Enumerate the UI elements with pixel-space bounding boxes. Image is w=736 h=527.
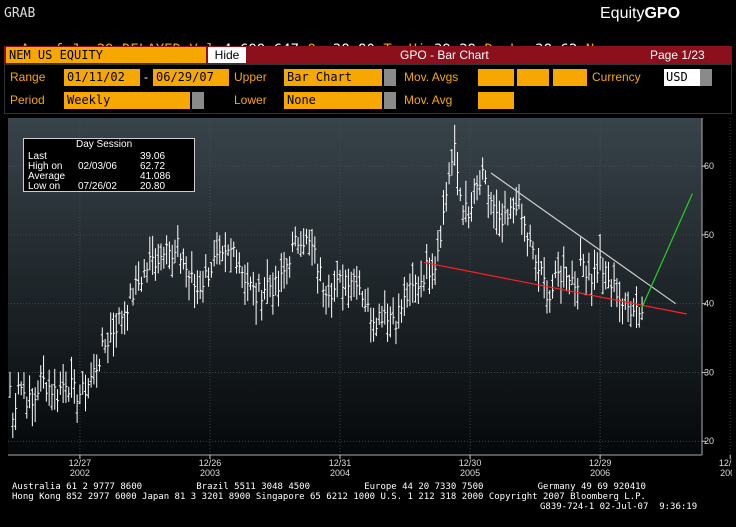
x-tick-year: 2005 [460, 468, 480, 478]
currency-dropdown-toggle[interactable] [700, 69, 712, 86]
session-row-value: 39.06 [140, 151, 166, 162]
movavg-field-3[interactable] [553, 69, 587, 86]
y-tick-label: 40 [704, 299, 714, 309]
session-row-date: 07/26/02 [78, 181, 117, 192]
currency-label: Currency [592, 70, 641, 84]
ticker-label: GRAB [4, 6, 36, 21]
session-row-value: 62.72 [140, 161, 166, 172]
currency-select[interactable]: USD [664, 69, 700, 86]
session-row-value: 41.086 [140, 171, 171, 182]
brand-logo: EquityGPO [600, 5, 680, 23]
movavgs-label: Mov. Avgs [404, 70, 459, 84]
session-row-label: Average [28, 171, 66, 182]
session-row-label: Last [28, 151, 47, 162]
lower-select[interactable]: None [284, 92, 382, 109]
range-separator: - [144, 70, 148, 84]
upper-select[interactable]: Bar Chart [284, 69, 382, 86]
session-title: Day Session [76, 139, 133, 150]
x-tick-year: 2002 [70, 468, 90, 478]
lower-label: Lower [234, 93, 267, 107]
x-tick-label: 12/28 [719, 458, 732, 468]
range-start-field[interactable]: 01/11/02 [64, 69, 140, 86]
y-tick-label: 60 [704, 161, 714, 171]
x-tick-year: 2003 [200, 468, 220, 478]
period-dropdown-toggle[interactable] [192, 92, 204, 109]
x-tick-label: 12/31 [329, 458, 352, 468]
upper-dropdown-toggle[interactable] [384, 69, 396, 86]
page-indicator: Page 1/23 [650, 48, 705, 62]
trendline-breakout-projection [641, 193, 693, 308]
screen-title: GPO - Bar Chart [400, 48, 489, 62]
trendline-upper-resistance [490, 172, 676, 305]
movavg-label: Mov. Avg [404, 93, 453, 107]
x-tick-label: 12/26 [199, 458, 222, 468]
movavg-field-1[interactable] [478, 69, 514, 86]
period-select[interactable]: Weekly [64, 92, 190, 109]
y-axis: 60 50 40 30 20 [701, 118, 714, 455]
range-label: Range [10, 70, 46, 84]
upper-label: Upper [234, 70, 267, 84]
x-tick-year: 2004 [330, 468, 350, 478]
hide-button[interactable]: Hide [208, 47, 246, 63]
x-tick-label: 12/27 [69, 458, 92, 468]
session-row-value: 20.80 [140, 181, 166, 192]
brand-text-bold: GPO [644, 5, 681, 22]
movavg-field-2[interactable] [517, 69, 549, 86]
footer-contacts-1: Australia 61 2 9777 8600 Brazil 5511 304… [12, 482, 646, 492]
footer-contacts-2: Hong Kong 852 2977 6000 Japan 81 3 3201 … [12, 492, 646, 502]
session-row-label: High on [28, 161, 63, 172]
y-tick-label: 30 [704, 367, 714, 377]
gridlines [8, 118, 731, 455]
x-tick-label: 12/29 [589, 458, 612, 468]
session-row-label: Low on [28, 181, 61, 192]
x-tick-label: 12/30 [459, 458, 482, 468]
range-end-field[interactable]: 06/29/07 [153, 69, 229, 86]
footer-timestamp: G839-724-1 02-Jul-07 9:36:19 [540, 502, 698, 512]
period-label: Period [10, 93, 45, 107]
y-tick-label: 50 [704, 230, 714, 240]
session-row-date: 02/03/06 [78, 161, 117, 172]
movavg-lower-field[interactable] [478, 92, 514, 109]
x-tick-year: 2006 [590, 468, 610, 478]
trendlines [423, 172, 693, 315]
lower-dropdown-toggle[interactable] [384, 92, 396, 109]
x-tick-year: 2007 [720, 468, 732, 478]
brand-text: Equity [600, 5, 645, 22]
y-tick-label: 20 [704, 436, 714, 446]
security-field[interactable]: NEM US EQUITY [6, 47, 206, 63]
session-stats-box: Day Session Last 39.06 High on 02/03/06 62.7… [23, 138, 195, 192]
price-bars [8, 124, 644, 439]
